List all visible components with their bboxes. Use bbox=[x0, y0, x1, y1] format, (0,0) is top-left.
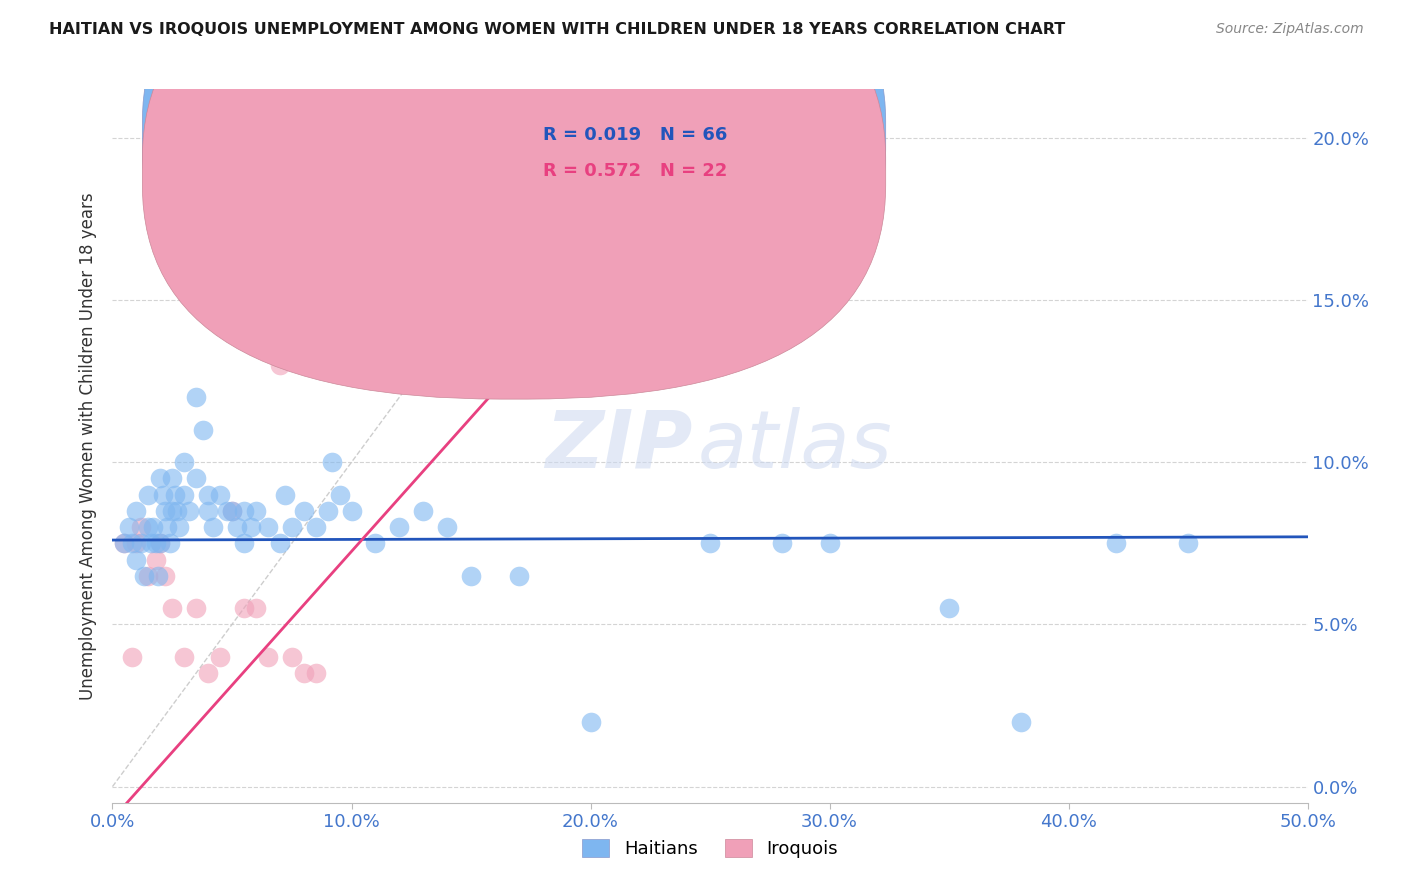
Point bbox=[221, 504, 243, 518]
Point bbox=[292, 666, 315, 681]
Point bbox=[173, 649, 195, 664]
FancyBboxPatch shape bbox=[142, 0, 886, 363]
Point bbox=[149, 536, 172, 550]
Point bbox=[201, 520, 224, 534]
Point bbox=[938, 601, 960, 615]
Point bbox=[364, 536, 387, 550]
Point bbox=[153, 568, 176, 582]
Point bbox=[281, 520, 304, 534]
Legend: Haitians, Iroquois: Haitians, Iroquois bbox=[575, 831, 845, 865]
Point bbox=[297, 342, 319, 356]
Point bbox=[114, 536, 135, 550]
Point bbox=[579, 714, 602, 729]
Point bbox=[121, 536, 143, 550]
Point bbox=[240, 520, 263, 534]
Point bbox=[162, 601, 183, 615]
Point bbox=[125, 536, 148, 550]
Point bbox=[156, 520, 179, 534]
Point bbox=[145, 552, 167, 566]
Point bbox=[125, 504, 148, 518]
Point bbox=[233, 601, 256, 615]
Point bbox=[245, 601, 267, 615]
Point bbox=[132, 568, 155, 582]
Point bbox=[177, 504, 200, 518]
Point bbox=[149, 471, 172, 485]
Point bbox=[169, 520, 191, 534]
Point bbox=[193, 423, 215, 437]
Point bbox=[257, 649, 280, 664]
Point bbox=[508, 568, 530, 582]
Point bbox=[217, 504, 239, 518]
Point bbox=[162, 471, 183, 485]
Point bbox=[114, 536, 135, 550]
Point bbox=[233, 536, 256, 550]
Point bbox=[166, 504, 188, 518]
Point bbox=[305, 666, 328, 681]
Point bbox=[173, 488, 195, 502]
Point bbox=[292, 504, 315, 518]
Point bbox=[138, 568, 160, 582]
Point bbox=[129, 536, 152, 550]
Point bbox=[329, 488, 352, 502]
Point bbox=[153, 504, 176, 518]
Point bbox=[149, 536, 172, 550]
Point bbox=[1177, 536, 1199, 550]
Point bbox=[770, 536, 793, 550]
Point bbox=[269, 536, 291, 550]
Text: R = 0.572   N = 22: R = 0.572 N = 22 bbox=[543, 162, 727, 180]
Point bbox=[186, 390, 208, 404]
Point bbox=[209, 488, 232, 502]
Point bbox=[818, 536, 841, 550]
Point bbox=[221, 504, 243, 518]
Point bbox=[146, 568, 169, 582]
Point bbox=[129, 520, 152, 534]
Point bbox=[316, 504, 339, 518]
Point bbox=[1010, 714, 1032, 729]
Point bbox=[163, 488, 186, 502]
Point bbox=[281, 649, 304, 664]
Point bbox=[436, 520, 458, 534]
Point bbox=[197, 504, 219, 518]
Point bbox=[316, 277, 339, 291]
Point bbox=[159, 536, 181, 550]
Point bbox=[257, 520, 280, 534]
FancyBboxPatch shape bbox=[484, 114, 716, 203]
Point bbox=[186, 471, 208, 485]
Y-axis label: Unemployment Among Women with Children Under 18 years: Unemployment Among Women with Children U… bbox=[79, 192, 97, 700]
Point bbox=[118, 520, 141, 534]
Point bbox=[412, 504, 434, 518]
Text: ZIP: ZIP bbox=[544, 407, 692, 485]
Text: R = 0.019   N = 66: R = 0.019 N = 66 bbox=[543, 127, 727, 145]
Point bbox=[273, 488, 295, 502]
Point bbox=[197, 488, 219, 502]
Point bbox=[225, 520, 247, 534]
Point bbox=[138, 520, 160, 534]
Point bbox=[173, 455, 195, 469]
Point bbox=[139, 536, 162, 550]
Point bbox=[121, 649, 143, 664]
Point bbox=[145, 536, 167, 550]
Point bbox=[305, 520, 328, 534]
Point bbox=[138, 488, 160, 502]
Point bbox=[460, 568, 482, 582]
Point bbox=[699, 536, 721, 550]
Point bbox=[233, 504, 256, 518]
Point bbox=[142, 520, 165, 534]
Point bbox=[340, 504, 363, 518]
Text: HAITIAN VS IROQUOIS UNEMPLOYMENT AMONG WOMEN WITH CHILDREN UNDER 18 YEARS CORREL: HAITIAN VS IROQUOIS UNEMPLOYMENT AMONG W… bbox=[49, 22, 1066, 37]
Point bbox=[209, 649, 232, 664]
Point bbox=[162, 504, 183, 518]
Point bbox=[388, 520, 411, 534]
Point bbox=[321, 455, 343, 469]
Point bbox=[186, 601, 208, 615]
Point bbox=[125, 552, 148, 566]
Point bbox=[269, 358, 291, 372]
Point bbox=[1105, 536, 1128, 550]
FancyBboxPatch shape bbox=[142, 0, 886, 399]
Point bbox=[197, 666, 219, 681]
Point bbox=[152, 488, 174, 502]
Point bbox=[245, 504, 267, 518]
Text: atlas: atlas bbox=[699, 407, 893, 485]
Text: Source: ZipAtlas.com: Source: ZipAtlas.com bbox=[1216, 22, 1364, 37]
